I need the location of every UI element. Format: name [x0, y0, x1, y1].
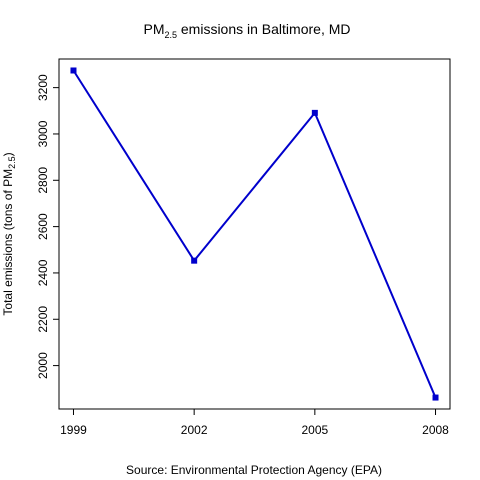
- x-tick-label-2002: 2002: [181, 423, 208, 437]
- data-point-2005: [311, 109, 318, 116]
- ylabel-subscript: 2.5: [7, 156, 17, 169]
- series-line: [72, 69, 437, 398]
- y-tick-label-2800: 2800: [36, 167, 50, 194]
- y-tick-label-3200: 3200: [36, 74, 50, 101]
- y-tick-label-2400: 2400: [36, 259, 50, 286]
- plot-box: [58, 58, 451, 410]
- y-tick-label-2200: 2200: [36, 306, 50, 333]
- title-subscript: 2.5: [164, 30, 177, 40]
- series-total-emissions: [70, 67, 439, 401]
- title-rest: emissions in Baltimore, MD: [177, 21, 351, 37]
- y-tick-label-3000: 3000: [36, 120, 50, 147]
- x-tick-label-2008: 2008: [422, 423, 449, 437]
- data-point-2002: [191, 257, 198, 264]
- y-tick-label-2000: 2000: [36, 352, 50, 379]
- data-point-1999: [70, 67, 77, 74]
- x-axis: 1999 2002 2005 2008: [60, 409, 449, 437]
- x-tick-label-2005: 2005: [301, 423, 328, 437]
- chart-title: PM2.5 emissions in Baltimore, MD: [143, 21, 350, 40]
- y-tick-label-2600: 2600: [36, 213, 50, 240]
- y-axis-label: Total emissions (tons of PM2.5): [1, 152, 17, 315]
- x-axis-label: Source: Environmental Protection Agency …: [126, 463, 382, 477]
- ylabel-main: Total emissions (tons of PM: [1, 169, 15, 316]
- title-main: PM: [143, 21, 164, 37]
- ylabel-end: ): [1, 152, 15, 156]
- x-tick-label-1999: 1999: [60, 423, 87, 437]
- y-axis: 2000 2200 2400 2600 2800 3000 3200: [36, 74, 59, 379]
- data-point-2008: [432, 394, 439, 401]
